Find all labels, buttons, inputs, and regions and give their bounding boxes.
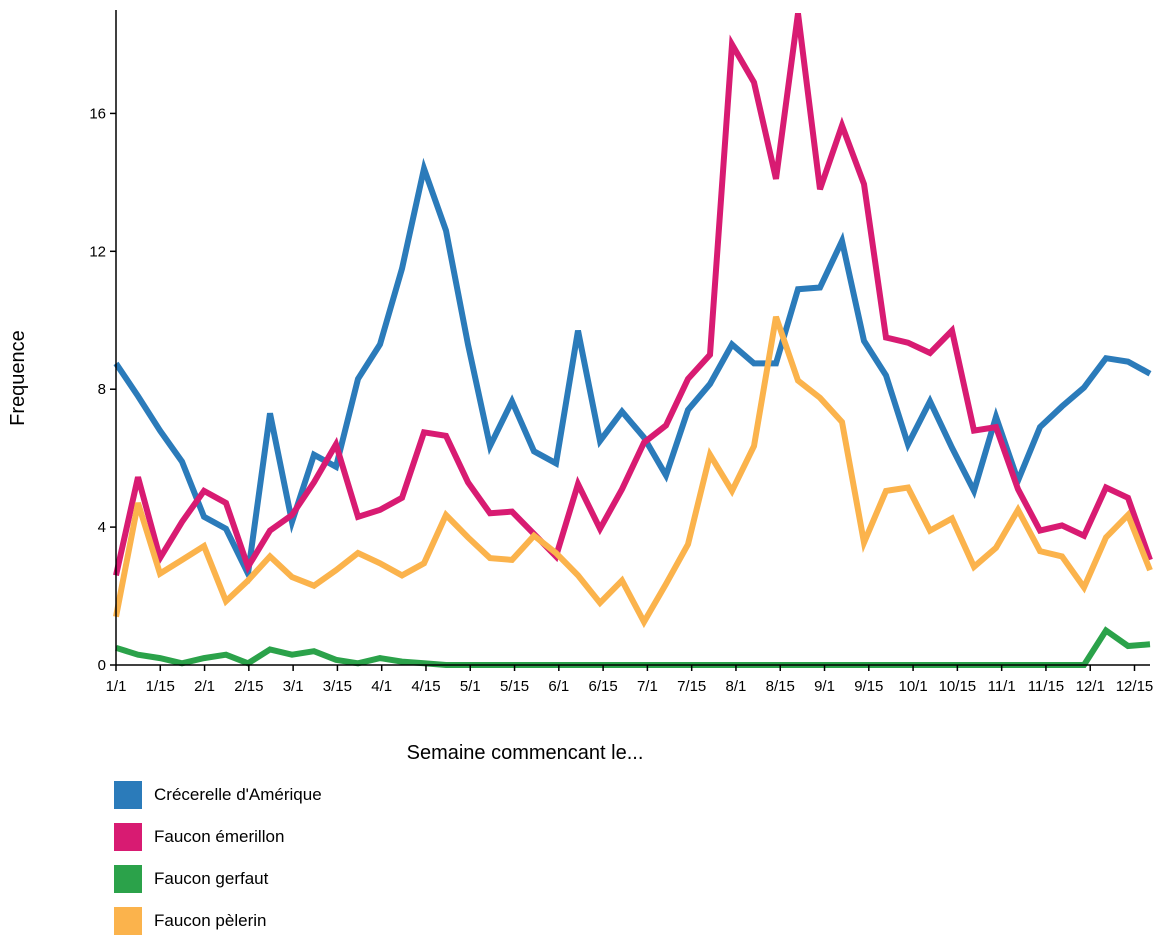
legend-swatch xyxy=(114,865,142,893)
legend-item: Crécerelle d'Amérique xyxy=(114,774,322,816)
legend-label: Faucon gerfaut xyxy=(154,869,269,888)
y-tick-label: 4 xyxy=(98,519,106,536)
y-tick-label: 16 xyxy=(89,105,106,122)
legend-label: Faucon émerillon xyxy=(154,827,285,846)
x-tick-label: 1/15 xyxy=(146,678,175,695)
legend-swatch xyxy=(114,907,142,935)
x-tick-label: 2/1 xyxy=(194,678,215,695)
x-tick-label: 7/1 xyxy=(637,678,658,695)
y-axis-ticks: 0 4 8 12 16 xyxy=(89,105,116,674)
legend-item: Faucon émerillon xyxy=(114,816,322,858)
x-tick-label: 9/1 xyxy=(814,678,835,695)
x-tick-label: 7/15 xyxy=(677,678,706,695)
legend-item: Faucon pèlerin xyxy=(114,900,322,942)
y-tick-label: 8 xyxy=(98,381,106,398)
x-tick-label: 12/1 xyxy=(1076,678,1105,695)
x-tick-label: 5/1 xyxy=(460,678,481,695)
x-tick-label: 10/1 xyxy=(898,678,927,695)
y-tick-label: 12 xyxy=(89,243,106,260)
x-tick-label: 11/15 xyxy=(1028,678,1064,695)
series-line-0 xyxy=(113,157,1152,584)
x-tick-label: 9/15 xyxy=(854,678,883,695)
x-tick-label: 3/1 xyxy=(283,678,304,695)
x-tick-label: 6/1 xyxy=(548,678,569,695)
axes xyxy=(115,10,1150,666)
x-axis-title: Semaine commencant le... xyxy=(407,742,644,760)
x-tick-label: 10/15 xyxy=(939,678,977,695)
y-tick-label: 0 xyxy=(98,657,106,674)
legend-swatch xyxy=(114,823,142,851)
x-tick-label: 8/1 xyxy=(726,678,747,695)
x-tick-label: 8/15 xyxy=(766,678,795,695)
x-tick-label: 1/1 xyxy=(106,678,127,695)
legend: Crécerelle d'Amérique Faucon émerillon Fau… xyxy=(114,774,322,942)
x-tick-label: 12/15 xyxy=(1116,678,1153,695)
x-tick-label: 6/15 xyxy=(589,678,618,695)
x-tick-label: 4/1 xyxy=(371,678,392,695)
x-tick-label: 5/15 xyxy=(500,678,529,695)
y-axis-title: Frequence xyxy=(7,330,29,426)
legend-item: Faucon gerfaut xyxy=(114,858,322,900)
series-lines xyxy=(113,13,1153,668)
x-tick-label: 3/15 xyxy=(323,678,352,695)
x-tick-label: 4/15 xyxy=(411,678,440,695)
series-line-2 xyxy=(115,626,1151,668)
legend-swatch xyxy=(114,781,142,809)
series-line-3 xyxy=(113,315,1153,629)
legend-label: Crécerelle d'Amérique xyxy=(154,785,322,804)
x-tick-label: 2/15 xyxy=(234,678,263,695)
x-tick-label: 11/1 xyxy=(988,678,1016,695)
legend-label: Faucon pèlerin xyxy=(154,911,267,930)
x-axis-ticks: 1/1 1/15 2/1 2/15 3/1 3/15 4/1 4/15 5/1 5/15 6/1 6/… xyxy=(106,665,1153,695)
series-line-1 xyxy=(113,13,1153,577)
